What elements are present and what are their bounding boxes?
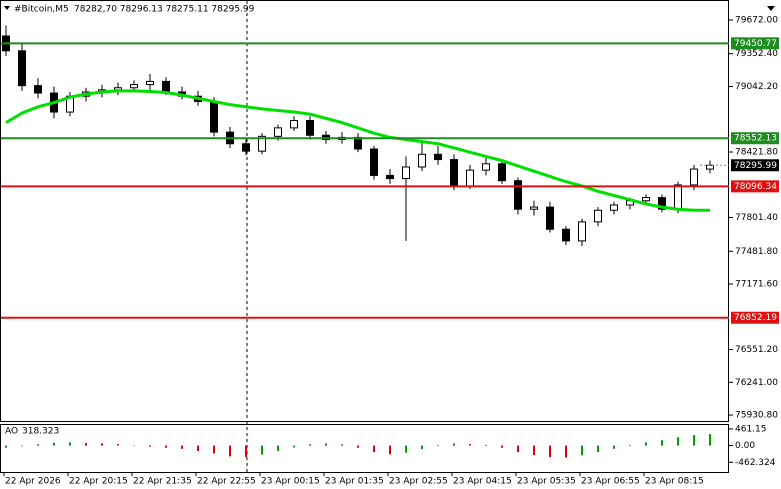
ao-tick-label: 0.00 [735,441,755,451]
candle-body [434,153,442,161]
ao-value: 318.323 [22,427,59,437]
ao-tick-label: 461.15 [735,424,767,434]
y-tick-label: 79352.40 [735,49,778,59]
candle-body [210,100,218,133]
level-label-box [731,132,779,145]
candle-body [594,209,602,223]
candle-body [706,164,714,170]
y-tick-label: 79042.20 [735,82,778,92]
x-tick-label: 23 Apr 00:15 [261,477,320,487]
candle-body [370,148,378,176]
y-tick-label: 78421.80 [735,147,778,157]
candle-body [466,169,474,187]
main-panel [0,0,729,422]
candle-body [34,85,42,94]
x-tick-label: 23 Apr 02:55 [389,477,448,487]
candle-body [674,184,682,210]
candle-body [658,197,666,210]
ao-tick-label: -462.324 [735,458,776,468]
candle-body [274,127,282,137]
y-tick-label: 75930.80 [735,411,778,421]
candle-body [498,163,506,182]
quote: 78282,70 78296.13 78275.11 78295.99 [74,5,255,15]
candle-body [690,168,698,186]
candle-body [578,221,586,242]
level-label: 79450.77 [734,39,777,49]
chart-title: #Bitcoin,M5 [14,5,69,15]
y-tick-label: 77801.40 [735,213,778,223]
level-label-box [731,311,779,324]
candle-body [610,204,618,211]
indicator-panel [0,424,729,473]
candle-body [402,166,410,180]
candle-body [306,119,314,136]
candle-body [450,159,458,187]
candle-body [130,84,138,89]
ao-name: AO [5,427,18,437]
price-label: 78295.99 [734,161,777,171]
x-tick-label: 23 Apr 06:55 [581,477,640,487]
y-tick-label: 77481.80 [735,247,778,257]
candle-body [530,206,538,210]
level-label: 76852.19 [734,313,777,323]
candle-body [258,135,266,152]
candle-body [290,119,298,129]
candle-body [18,50,26,87]
x-tick-label: 23 Apr 04:15 [453,477,512,487]
level-label-box [731,180,779,193]
x-tick-label: 23 Apr 08:15 [645,477,704,487]
candle-body [418,153,426,168]
candle-body [482,163,490,171]
candle-body [642,197,650,202]
candle-body [162,80,170,93]
level-label: 78552.13 [734,134,777,144]
y-tick-label: 76551.20 [735,345,778,355]
x-tick-label: 22 Apr 2026 [5,477,61,487]
moving-average [5,89,710,212]
scroll-triangle [767,6,775,11]
candle-body [514,180,522,210]
menu-triangle [4,6,10,10]
candle-body [546,206,554,230]
price-label-box [731,159,779,172]
y-tick-label: 76241.00 [735,378,778,388]
x-tick-label: 23 Apr 05:35 [517,477,576,487]
x-tick-label: 22 Apr 20:15 [69,477,128,487]
candle-body [146,80,154,86]
y-tick-label: 79672.00 [735,15,778,25]
level-label-box [731,37,779,50]
candle-body [242,143,250,152]
candle-body [386,174,394,180]
x-tick-label: 23 Apr 01:35 [325,477,384,487]
level-label: 78096.34 [734,182,777,192]
x-tick-label: 22 Apr 21:35 [133,477,192,487]
x-tick-label: 22 Apr 22:55 [197,477,256,487]
y-tick-label: 77171.60 [735,280,778,290]
candle-body [562,228,570,242]
